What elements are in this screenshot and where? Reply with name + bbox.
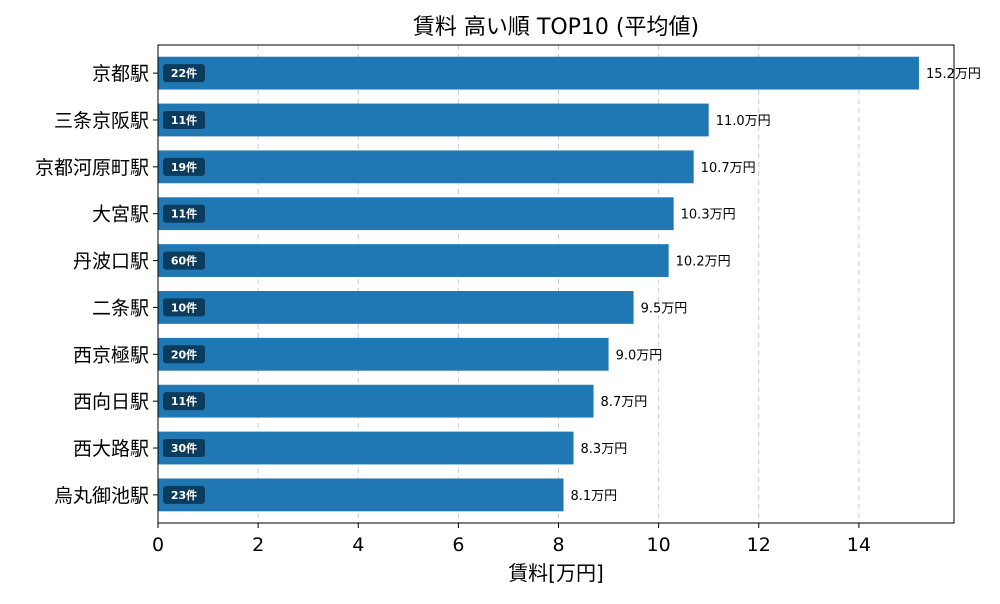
count-badge xyxy=(163,110,205,129)
count-label: 11件 xyxy=(171,207,197,221)
value-label: 8.7万円 xyxy=(601,395,648,410)
count-badge xyxy=(163,64,205,83)
y-axis-ticks: 京都駅三条京阪駅京都河原町駅大宮駅丹波口駅二条駅西京極駅西向日駅西大路駅烏丸御池… xyxy=(35,63,158,507)
x-tick-label: 10 xyxy=(647,534,671,556)
count-badge xyxy=(163,157,205,176)
x-tick-label: 8 xyxy=(552,534,564,556)
value-label: 15.2万円 xyxy=(926,67,981,82)
value-label: 10.3万円 xyxy=(681,208,736,223)
count-label: 19件 xyxy=(171,160,197,174)
y-tick-label: 烏丸御池駅 xyxy=(54,485,149,507)
x-axis-label: 賃料[万円] xyxy=(508,561,604,585)
x-tick-label: 4 xyxy=(352,534,364,556)
count-label: 30件 xyxy=(171,441,197,455)
axes-frame xyxy=(157,44,955,524)
count-label: 11件 xyxy=(171,394,197,408)
bar xyxy=(158,56,919,90)
y-tick-label: 京都駅 xyxy=(92,63,149,85)
y-tick-label: 三条京阪駅 xyxy=(54,110,149,132)
x-axis-ticks: 0 2 4 6 8 10 12 14 xyxy=(152,523,871,556)
value-label: 10.7万円 xyxy=(701,161,756,176)
value-label: 8.1万円 xyxy=(571,489,618,504)
value-label: 8.3万円 xyxy=(581,442,628,457)
bar xyxy=(158,431,574,465)
bar xyxy=(158,197,674,231)
x-tick-label: 12 xyxy=(747,534,771,556)
y-tick-label: 西京極駅 xyxy=(73,344,149,366)
value-label: 9.5万円 xyxy=(641,301,688,316)
bar xyxy=(158,478,564,512)
y-tick-label: 二条駅 xyxy=(92,297,149,319)
count-label: 60件 xyxy=(171,254,197,268)
count-label: 23件 xyxy=(171,488,197,502)
value-label: 9.0万円 xyxy=(616,348,663,363)
y-tick-label: 京都河原町駅 xyxy=(35,157,149,179)
y-tick-label: 西向日駅 xyxy=(73,391,149,413)
bar xyxy=(158,291,634,324)
chart-title: 賃料 高い順 TOP10 (平均値) xyxy=(413,15,699,40)
count-badge xyxy=(163,251,205,270)
y-tick-label: 西大路駅 xyxy=(73,438,149,460)
y-tick-label: 大宮駅 xyxy=(92,204,149,226)
bar xyxy=(158,244,669,277)
count-badge xyxy=(163,204,205,223)
x-tick-label: 0 xyxy=(152,534,164,556)
value-label: 11.0万円 xyxy=(716,114,771,129)
count-label: 11件 xyxy=(171,113,197,127)
bars: 22件 15.2万円 11件 11.0万円 19件 10.7万円 11件 10.3万円 60件 1… xyxy=(158,56,981,512)
bar xyxy=(158,337,609,371)
value-label: 10.2万円 xyxy=(676,255,731,270)
count-label: 20件 xyxy=(171,347,197,361)
bar xyxy=(158,103,709,137)
count-badge xyxy=(163,345,205,364)
count-badge xyxy=(163,392,205,411)
y-tick-label: 丹波口駅 xyxy=(73,251,149,273)
count-label: 10件 xyxy=(171,300,197,314)
x-tick-label: 2 xyxy=(252,534,264,556)
count-badge xyxy=(163,298,205,317)
bar xyxy=(158,384,594,418)
x-tick-label: 14 xyxy=(847,534,871,556)
count-label: 22件 xyxy=(171,66,197,80)
x-tick-label: 6 xyxy=(452,534,464,556)
count-badge xyxy=(163,485,205,504)
count-badge xyxy=(163,439,205,458)
bar xyxy=(158,150,694,184)
